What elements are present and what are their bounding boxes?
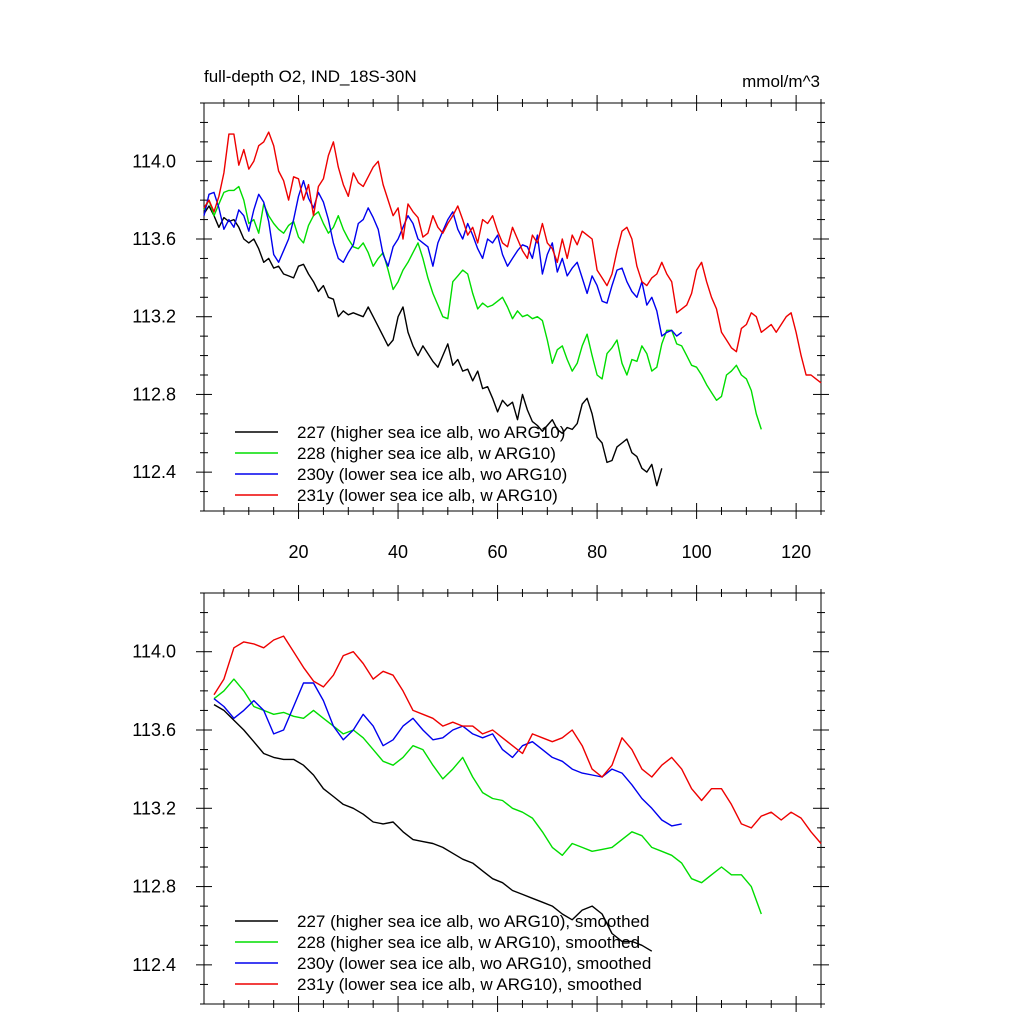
y-tick-label: 112.8 bbox=[132, 384, 176, 404]
plot-frame bbox=[203, 102, 822, 512]
series-line-4 bbox=[213, 635, 822, 844]
legend-label-1: 227 (higher sea ice alb, wo ARG10), smoo… bbox=[297, 912, 649, 931]
y-tick-label: 113.6 bbox=[132, 229, 176, 249]
y-tick-label: 113.2 bbox=[132, 307, 176, 327]
chart-title: full-depth O2, IND_18S-30N bbox=[204, 67, 417, 86]
series-line-2 bbox=[213, 678, 762, 915]
series-line-4 bbox=[203, 131, 822, 384]
x-tick-label: 100 bbox=[682, 542, 712, 562]
x-tick-label: 40 bbox=[388, 542, 408, 562]
x-tick-label: 20 bbox=[289, 542, 309, 562]
x-tick-label: 60 bbox=[488, 542, 508, 562]
legend-label-2: 228 (higher sea ice alb, w ARG10), smoot… bbox=[297, 933, 640, 952]
series-line-3 bbox=[203, 179, 683, 337]
legend-label-2: 228 (higher sea ice alb, w ARG10) bbox=[297, 444, 556, 463]
y-tick-label: 113.6 bbox=[132, 720, 176, 740]
legend-label-4: 231y (lower sea ice alb, w ARG10) bbox=[297, 486, 558, 505]
y-tick-label: 112.8 bbox=[132, 877, 176, 897]
series-line-1 bbox=[203, 205, 663, 487]
series-line-1 bbox=[213, 703, 653, 952]
y-tick-label: 112.4 bbox=[132, 462, 176, 482]
top-panel: 112.4 112.8 113.2 113.6 114.0 20 40 60 80 100 120 2… bbox=[132, 95, 829, 562]
legend-label-3: 230y (lower sea ice alb, wo ARG10) bbox=[297, 465, 567, 484]
x-tick-label: 80 bbox=[587, 542, 607, 562]
y-tick-label: 114.0 bbox=[132, 151, 176, 171]
series-line-2 bbox=[203, 185, 762, 430]
plot-frame bbox=[203, 592, 822, 1005]
series-line-3 bbox=[213, 682, 682, 827]
legend-label-1: 227 (higher sea ice alb, wo ARG10) bbox=[297, 423, 565, 442]
legend-label-4: 231y (lower sea ice alb, w ARG10), smoot… bbox=[297, 975, 642, 994]
y-tick-label: 114.0 bbox=[132, 642, 176, 662]
x-tick-label: 120 bbox=[781, 542, 811, 562]
bottom-panel: 112.4 112.8 113.2 113.6 114.0 227 (higher sea… bbox=[132, 585, 829, 1012]
y-tick-label: 112.4 bbox=[132, 955, 176, 975]
units-label: mmol/m^3 bbox=[742, 72, 820, 91]
y-tick-label: 113.2 bbox=[132, 798, 176, 818]
legend-label-3: 230y (lower sea ice alb, wo ARG10), smoo… bbox=[297, 954, 651, 973]
